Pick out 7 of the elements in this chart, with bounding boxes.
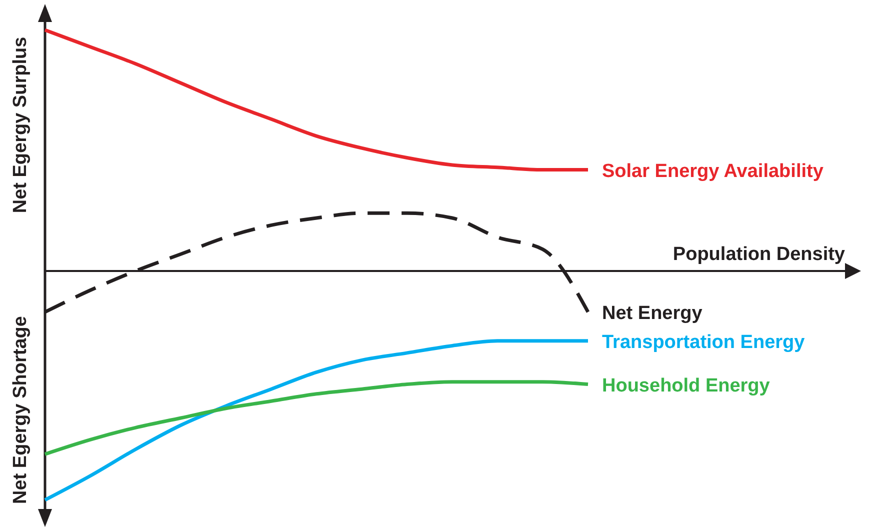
series-label: Net Energy — [602, 302, 703, 324]
series-label: Solar Energy Availability — [602, 160, 824, 182]
series-label: Transportation Energy — [602, 332, 806, 353]
annotation: Net Egergy Shortage — [10, 316, 31, 504]
x-axis-title: Population Density — [672, 244, 846, 265]
series-label: Household Energy — [602, 375, 770, 396]
y-axis-title: Net Egergy Surplus — [10, 36, 31, 214]
